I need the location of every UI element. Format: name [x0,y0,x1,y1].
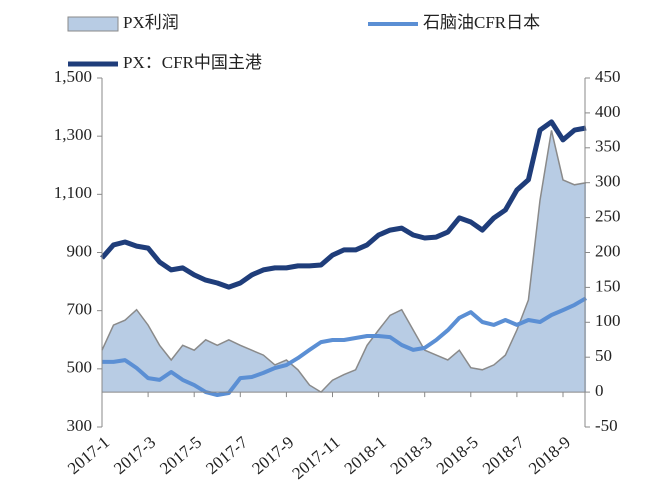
x-tick-label: 2017-1 [64,433,113,479]
y2-tick-label: 0 [595,381,604,400]
y2-tick-label: 300 [595,172,621,191]
x-tick-label: 2017-7 [202,432,251,478]
y2-tick-label: 100 [595,311,621,330]
legend-label: 石脑油CFR日本 [423,13,540,32]
y-tick-label: 1,100 [54,183,92,202]
area-edge [101,130,587,394]
legend-label: PX：CFR中国主港 [123,53,262,72]
line [102,296,588,397]
y-tick-label: 900 [67,241,93,260]
x-tick-label: 2017-11 [288,433,343,484]
x-tick-label: 2018-7 [479,432,528,478]
y-tick-label: 300 [67,416,93,435]
y2-tick-label: 450 [595,67,621,86]
area [102,130,587,393]
x-tick-label: 2018-3 [387,433,436,479]
x-tick-label: 2018-1 [341,433,390,479]
legend-swatch [67,16,119,32]
y2-tick-label: 200 [595,241,621,260]
x-tick-label: 2017-3 [110,433,159,479]
y2-tick-label: 400 [595,102,621,121]
x-tick-label: 2018-5 [433,433,482,479]
y-tick-label: 700 [67,300,93,319]
line [100,119,587,290]
y-tick-label: 1,500 [54,67,92,86]
y2-tick-label: 50 [595,346,612,365]
x-tick-label: 2017-5 [156,433,205,479]
y2-tick-label: 250 [595,207,621,226]
y-tick-label: 500 [67,358,93,377]
y2-tick-label: 350 [595,137,621,156]
y2-tick-label: 150 [595,276,621,295]
y-tick-label: 1,300 [54,125,92,144]
y2-tick-label: -50 [595,416,618,435]
legend-label: PX利润 [123,13,179,32]
x-tick-label: 2018-9 [525,433,574,479]
